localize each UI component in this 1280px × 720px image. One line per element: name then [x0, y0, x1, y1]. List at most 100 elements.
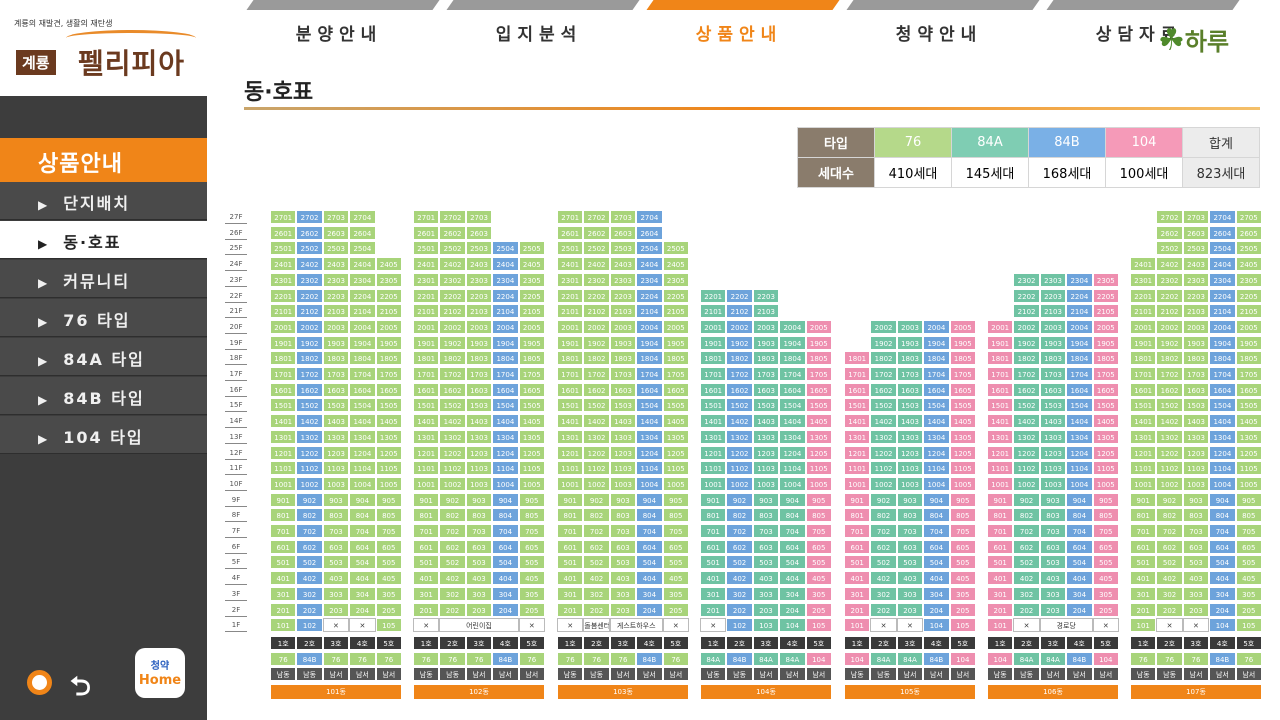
unit-cell[interactable]: 1203: [752, 445, 780, 460]
unit-cell[interactable]: 601: [557, 539, 584, 554]
unit-cell[interactable]: 803: [322, 508, 350, 523]
tab-product[interactable]: 상품안내: [644, 0, 840, 48]
unit-cell[interactable]: 1502: [726, 398, 753, 413]
unit-cell[interactable]: 2402: [583, 257, 610, 272]
unit-cell[interactable]: 1004: [349, 476, 376, 491]
unit-cell[interactable]: 1405: [518, 414, 545, 429]
unit-cell[interactable]: 602: [583, 539, 610, 554]
unit-cell[interactable]: 2305: [518, 272, 545, 287]
tab-location[interactable]: 입지분석: [444, 0, 640, 48]
unit-cell[interactable]: 2204: [636, 288, 663, 303]
unit-cell[interactable]: 705: [805, 524, 832, 538]
unit-cell[interactable]: 403: [752, 571, 780, 586]
unit-cell[interactable]: 2105: [662, 304, 689, 319]
unit-cell[interactable]: 1302: [296, 429, 323, 444]
unit-cell[interactable]: 201: [270, 602, 297, 617]
unit-cell[interactable]: 703: [322, 524, 350, 538]
unit-cell[interactable]: 201: [700, 602, 727, 617]
unit-cell[interactable]: 1303: [752, 429, 780, 444]
unit-cell[interactable]: 1202: [1013, 445, 1040, 460]
unit-cell[interactable]: 2304: [1066, 272, 1093, 287]
unit-cell[interactable]: 1703: [465, 367, 493, 381]
unit-cell[interactable]: 2204: [349, 288, 376, 303]
unit-cell[interactable]: 2503: [1182, 241, 1210, 256]
unit-cell[interactable]: 805: [1092, 508, 1119, 523]
unit-cell[interactable]: 2701: [413, 210, 440, 224]
unit-cell[interactable]: 903: [1039, 492, 1067, 507]
unit-cell[interactable]: 603: [609, 539, 637, 554]
unit-cell[interactable]: 2302: [439, 272, 466, 287]
unit-cell[interactable]: 1604: [349, 382, 376, 397]
unit-cell[interactable]: 1103: [896, 461, 924, 476]
unit-cell[interactable]: 1405: [662, 414, 689, 429]
unit-cell[interactable]: 901: [700, 492, 727, 507]
unit-cell[interactable]: 2702: [1156, 210, 1183, 224]
unit-cell[interactable]: 1902: [1156, 335, 1183, 350]
unit-cell[interactable]: 1002: [439, 476, 466, 491]
unit-cell[interactable]: 1501: [700, 398, 727, 413]
unit-cell[interactable]: 901: [270, 492, 297, 507]
unit-cell[interactable]: 904: [779, 492, 806, 507]
unit-cell[interactable]: 1202: [296, 445, 323, 460]
unit-cell[interactable]: 2003: [322, 319, 350, 334]
unit-cell[interactable]: 604: [1066, 539, 1093, 554]
unit-cell[interactable]: 601: [270, 539, 297, 554]
unit-cell[interactable]: 2701: [557, 210, 584, 224]
unit-cell[interactable]: 2602: [583, 225, 610, 240]
unit-cell[interactable]: 1904: [349, 335, 376, 350]
unit-cell[interactable]: 601: [844, 539, 871, 554]
unit-cell[interactable]: 505: [805, 555, 832, 570]
unit-cell[interactable]: 2004: [349, 319, 376, 334]
unit-cell[interactable]: 1102: [1156, 461, 1183, 476]
unit-cell[interactable]: 205: [518, 602, 545, 617]
unit-cell[interactable]: 301: [270, 586, 297, 601]
unit-cell[interactable]: 604: [779, 539, 806, 554]
unit-cell[interactable]: 1404: [1066, 414, 1093, 429]
sidebar-item-site-plan[interactable]: ▶ 단지배치: [0, 182, 207, 220]
unit-cell[interactable]: 303: [1182, 586, 1210, 601]
unit-cell[interactable]: 2502: [1156, 241, 1183, 256]
unit-cell[interactable]: 1705: [662, 367, 689, 381]
unit-cell[interactable]: 2404: [636, 257, 663, 272]
unit-cell[interactable]: 504: [923, 555, 950, 570]
unit-cell[interactable]: 2201: [700, 288, 727, 303]
sidebar-item-dong-ho[interactable]: ▶ 동·호표: [0, 221, 207, 259]
unit-cell[interactable]: 705: [1235, 524, 1262, 538]
unit-cell[interactable]: 1605: [1235, 382, 1262, 397]
unit-cell[interactable]: 1605: [949, 382, 976, 397]
unit-cell[interactable]: 1104: [492, 461, 519, 476]
unit-cell[interactable]: 2502: [296, 241, 323, 256]
unit-cell[interactable]: 1702: [1013, 367, 1040, 381]
unit-cell[interactable]: 501: [700, 555, 727, 570]
unit-cell[interactable]: 1103: [465, 461, 493, 476]
unit-cell[interactable]: 2203: [322, 288, 350, 303]
unit-cell[interactable]: 2204: [492, 288, 519, 303]
unit-cell[interactable]: 1303: [322, 429, 350, 444]
unit-cell[interactable]: 1102: [726, 461, 753, 476]
unit-cell[interactable]: 602: [726, 539, 753, 554]
unit-cell[interactable]: 2405: [662, 257, 689, 272]
unit-cell[interactable]: 704: [923, 524, 950, 538]
unit-cell[interactable]: 304: [349, 586, 376, 601]
sidebar-item-76-type[interactable]: ▶ 76 타입: [0, 299, 207, 337]
unit-cell[interactable]: 805: [518, 508, 545, 523]
sidebar-item-84a-type[interactable]: ▶ 84A 타입: [0, 338, 207, 376]
unit-cell[interactable]: 1105: [518, 461, 545, 476]
unit-cell[interactable]: 1503: [752, 398, 780, 413]
unit-cell[interactable]: 1302: [1013, 429, 1040, 444]
unit-cell[interactable]: 1605: [1092, 382, 1119, 397]
sidebar-item-104-type[interactable]: ▶ 104 타입: [0, 416, 207, 454]
unit-cell[interactable]: 1104: [923, 461, 950, 476]
unit-cell[interactable]: 1504: [923, 398, 950, 413]
unit-cell[interactable]: 1102: [439, 461, 466, 476]
unit-cell[interactable]: 1902: [296, 335, 323, 350]
unit-cell[interactable]: 405: [375, 571, 402, 586]
unit-cell[interactable]: 803: [896, 508, 924, 523]
unit-cell[interactable]: 2401: [413, 257, 440, 272]
unit-cell[interactable]: 1203: [609, 445, 637, 460]
unit-cell[interactable]: 1801: [557, 351, 584, 366]
unit-cell[interactable]: 1304: [1209, 429, 1236, 444]
unit-cell[interactable]: 201: [1130, 602, 1157, 617]
unit-cell[interactable]: 2504: [1209, 241, 1236, 256]
unit-cell[interactable]: 1001: [270, 476, 297, 491]
